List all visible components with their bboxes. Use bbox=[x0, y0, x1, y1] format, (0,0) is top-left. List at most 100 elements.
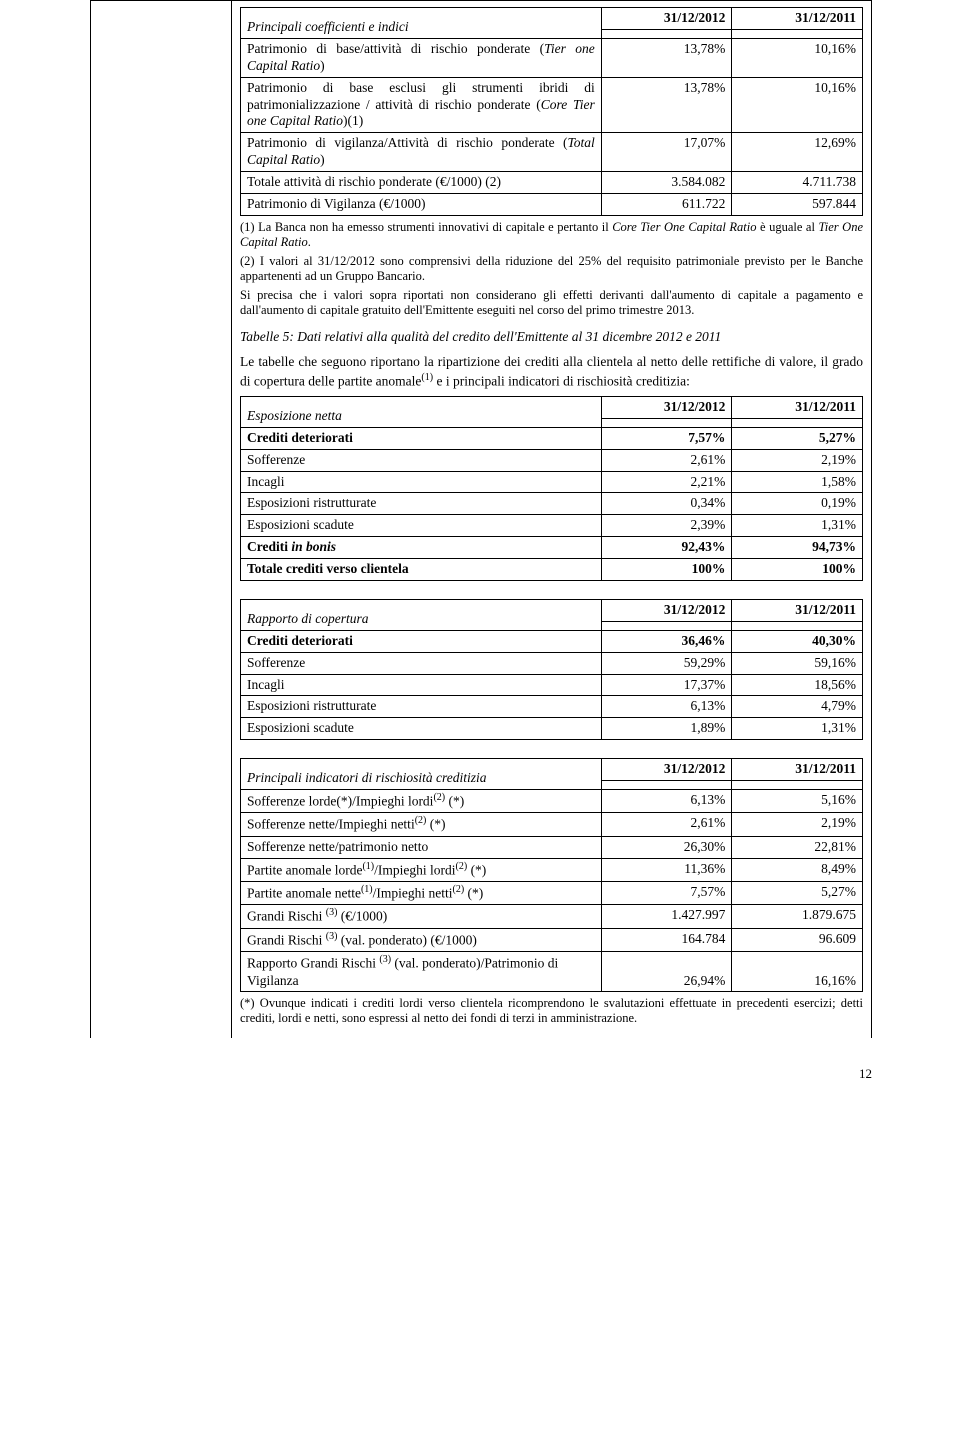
table-cell: 0,19% bbox=[732, 493, 863, 515]
table-cell: 96.609 bbox=[732, 928, 863, 951]
page-number: 12 bbox=[0, 1038, 960, 1082]
table-row-label: Grandi Rischi (3) (val. ponderato) (€/10… bbox=[241, 928, 602, 951]
table2-header-label: Esposizione netta bbox=[241, 396, 602, 427]
table-cell: 13,78% bbox=[601, 38, 732, 77]
table-cell: 1.879.675 bbox=[732, 905, 863, 928]
note-3: Si precisa che i valori sopra riportati … bbox=[240, 288, 863, 318]
table-cell: 2,61% bbox=[601, 813, 732, 836]
table-cell: 164.784 bbox=[601, 928, 732, 951]
table-cell: 2,61% bbox=[601, 449, 732, 471]
document-frame: Principali coefficienti e indici 31/12/2… bbox=[90, 0, 872, 1038]
table-cell: 17,07% bbox=[601, 133, 732, 172]
table-row-label: Sofferenze nette/patrimonio netto bbox=[241, 836, 602, 858]
table3-header-label: Rapporto di copertura bbox=[241, 599, 602, 630]
table-row-label: Patrimonio di base esclusi gli strumenti… bbox=[241, 77, 602, 133]
table-row-label: Partite anomale nette(1)/Impieghi netti(… bbox=[241, 882, 602, 905]
table2-colhead-1: 31/12/2011 bbox=[732, 396, 863, 418]
table-row-label: Patrimonio di Vigilanza (€/1000) bbox=[241, 193, 602, 215]
table-cell: 6,13% bbox=[601, 790, 732, 813]
table-cell: 1,89% bbox=[601, 718, 732, 740]
table3-colhead-0: 31/12/2012 bbox=[601, 599, 732, 621]
table-cell: 94,73% bbox=[732, 537, 863, 559]
table-cell: 611.722 bbox=[601, 193, 732, 215]
table-cell: 4.711.738 bbox=[732, 172, 863, 194]
table-cell: 1,58% bbox=[732, 471, 863, 493]
table-row-label: Incagli bbox=[241, 674, 602, 696]
table-indicatori-rischiosita: Principali indicatori di rischiosità cre… bbox=[240, 758, 863, 992]
table-cell: 1,31% bbox=[732, 515, 863, 537]
table-row-label: Patrimonio di base/attività di rischio p… bbox=[241, 38, 602, 77]
table2-colhead-0: 31/12/2012 bbox=[601, 396, 732, 418]
table-cell: 6,13% bbox=[601, 696, 732, 718]
table4-colhead-1: 31/12/2011 bbox=[732, 759, 863, 781]
table-row-label: Partite anomale lorde(1)/Impieghi lordi(… bbox=[241, 858, 602, 881]
table-rapporto-copertura: Rapporto di copertura 31/12/2012 31/12/2… bbox=[240, 599, 863, 740]
table-row-label: Esposizioni ristrutturate bbox=[241, 493, 602, 515]
table-cell: 26,30% bbox=[601, 836, 732, 858]
table-cell: 40,30% bbox=[732, 630, 863, 652]
table-cell: 2,39% bbox=[601, 515, 732, 537]
table-cell: 100% bbox=[601, 559, 732, 581]
note-1: (1) La Banca non ha emesso strumenti inn… bbox=[240, 220, 863, 250]
table-cell: 59,16% bbox=[732, 652, 863, 674]
table-cell: 1,31% bbox=[732, 718, 863, 740]
footnote-asterisk: (*) Ovunque indicati i crediti lordi ver… bbox=[240, 996, 863, 1026]
table-cell: 2,21% bbox=[601, 471, 732, 493]
table-cell: 10,16% bbox=[732, 38, 863, 77]
table-cell: 92,43% bbox=[601, 537, 732, 559]
table-cell: 5,16% bbox=[732, 790, 863, 813]
table-cell: 5,27% bbox=[732, 427, 863, 449]
table-row-label: Crediti deteriorati bbox=[241, 630, 602, 652]
table1-colhead-0: 31/12/2012 bbox=[601, 8, 732, 30]
table-row-label: Esposizioni scadute bbox=[241, 515, 602, 537]
table-row-label: Esposizioni ristrutturate bbox=[241, 696, 602, 718]
content-cell: Principali coefficienti e indici 31/12/2… bbox=[231, 1, 871, 1038]
table-cell: 26,94% bbox=[601, 952, 732, 992]
table-cell: 13,78% bbox=[601, 77, 732, 133]
table-row-label: Patrimonio di vigilanza/Attività di risc… bbox=[241, 133, 602, 172]
table-row-label: Sofferenze bbox=[241, 449, 602, 471]
table-cell: 7,57% bbox=[601, 427, 732, 449]
table-row-label: Totale crediti verso clientela bbox=[241, 559, 602, 581]
table-row-label: Sofferenze nette/Impieghi netti(2) (*) bbox=[241, 813, 602, 836]
note-2: (2) I valori al 31/12/2012 sono comprens… bbox=[240, 254, 863, 284]
table-cell: 8,49% bbox=[732, 858, 863, 881]
table1-header-label: Principali coefficienti e indici bbox=[241, 8, 602, 39]
table4-colhead-0: 31/12/2012 bbox=[601, 759, 732, 781]
table5-intro: Le tabelle che seguono riportano la ripa… bbox=[240, 353, 863, 390]
table-cell: 2,19% bbox=[732, 813, 863, 836]
table-cell: 0,34% bbox=[601, 493, 732, 515]
table-cell: 17,37% bbox=[601, 674, 732, 696]
table-cell: 11,36% bbox=[601, 858, 732, 881]
table-cell: 3.584.082 bbox=[601, 172, 732, 194]
table-row-label: Crediti in bonis bbox=[241, 537, 602, 559]
table-cell: 10,16% bbox=[732, 77, 863, 133]
table-coefficients: Principali coefficienti e indici 31/12/2… bbox=[240, 7, 863, 216]
table1-colhead-1: 31/12/2011 bbox=[732, 8, 863, 30]
table-cell: 22,81% bbox=[732, 836, 863, 858]
table-cell: 59,29% bbox=[601, 652, 732, 674]
table-cell: 1.427.997 bbox=[601, 905, 732, 928]
table-row-label: Crediti deteriorati bbox=[241, 427, 602, 449]
table3-colhead-1: 31/12/2011 bbox=[732, 599, 863, 621]
table-row-label: Grandi Rischi (3) (€/1000) bbox=[241, 905, 602, 928]
table-cell: 36,46% bbox=[601, 630, 732, 652]
table-cell: 597.844 bbox=[732, 193, 863, 215]
table-cell: 100% bbox=[732, 559, 863, 581]
table4-header-label: Principali indicatori di rischiosità cre… bbox=[241, 759, 602, 790]
table-cell: 16,16% bbox=[732, 952, 863, 992]
table-row-label: Esposizioni scadute bbox=[241, 718, 602, 740]
table-cell: 12,69% bbox=[732, 133, 863, 172]
table-row-label: Sofferenze lorde(*)/Impieghi lordi(2) (*… bbox=[241, 790, 602, 813]
table-row-label: Incagli bbox=[241, 471, 602, 493]
table-cell: 18,56% bbox=[732, 674, 863, 696]
table-cell: 2,19% bbox=[732, 449, 863, 471]
table5-heading: Tabelle 5: Dati relativi alla qualità de… bbox=[240, 328, 863, 346]
table-cell: 4,79% bbox=[732, 696, 863, 718]
table-cell: 5,27% bbox=[732, 882, 863, 905]
table-esposizione-netta: Esposizione netta 31/12/2012 31/12/2011 … bbox=[240, 396, 863, 581]
table-row-label: Rapporto Grandi Rischi (3) (val. pondera… bbox=[241, 952, 602, 992]
table-row-label: Sofferenze bbox=[241, 652, 602, 674]
table-row-label: Totale attività di rischio ponderate (€/… bbox=[241, 172, 602, 194]
table-cell: 7,57% bbox=[601, 882, 732, 905]
